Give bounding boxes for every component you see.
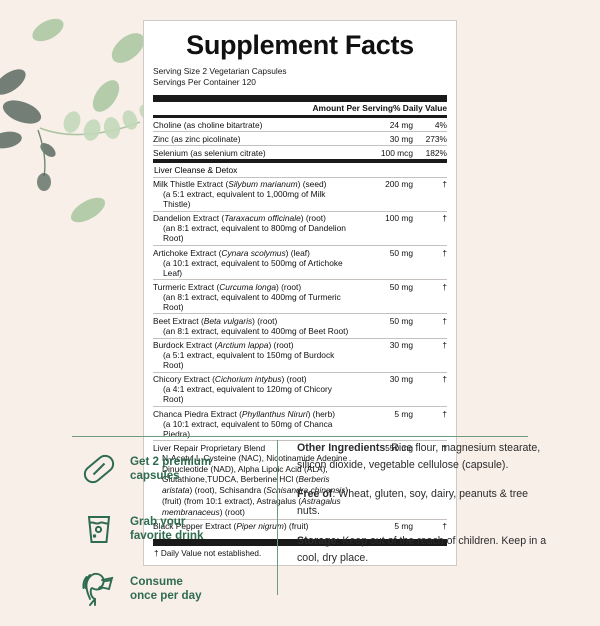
botanical-amount: 5 mg	[351, 405, 413, 441]
botanical-dv: †	[413, 371, 447, 407]
drink-glass-icon	[76, 506, 122, 552]
capsule-icon	[76, 446, 122, 492]
step-label: Grab your favorite drink	[130, 514, 204, 542]
vertical-divider	[277, 440, 278, 595]
blend-amount: 550 mg	[351, 440, 413, 520]
usage-steps: Get 2 premium capsules Grab your favorite …	[76, 446, 271, 626]
other-ingredients-label: Other Ingredients	[297, 442, 386, 454]
nutrient-amount: 100 mcg	[351, 145, 413, 160]
table-row: Chicory Extract (Cichorium intybus) (roo…	[153, 371, 447, 407]
list-item: Grab your favorite drink	[76, 506, 271, 552]
list-item: Consume once per day	[76, 566, 271, 612]
group-heading: Liver Cleanse & Detox	[154, 164, 238, 175]
botanical-name: Chicory Extract (Cichorium intybus) (roo…	[153, 371, 351, 407]
botanical-rows: Milk Thistle Extract (Silybum marianum) …	[153, 176, 447, 534]
botanical-amount: 30 mg	[351, 371, 413, 407]
botanical-name: Burdock Extract (Arctium lappa) (root) (…	[153, 337, 351, 373]
nutrient-rows: Choline (as choline bitartrate) 24 mg 4%…	[153, 118, 447, 160]
storage: Storage: Keep out of the reach of childr…	[297, 533, 547, 567]
botanical-note: (an 8:1 extract, equivalent to 800mg of …	[163, 223, 346, 244]
botanical-name: Dandelion Extract (Taraxacum officinale)…	[153, 210, 351, 246]
table-row: Selenium (as selenium citrate) 100 mcg 1…	[153, 145, 447, 160]
nutrient-dv: 182%	[413, 145, 447, 160]
table-row: Zinc (as zinc picolinate) 30 mg 273%	[153, 131, 447, 146]
botanical-dv: †	[413, 245, 447, 280]
botanical-amount: 50 mg	[351, 313, 413, 339]
column-header-amount: Amount Per Serving	[312, 103, 393, 114]
botanical-name: Milk Thistle Extract (Silybum marianum) …	[153, 176, 351, 212]
table-row: Burdock Extract (Arctium lappa) (root) (…	[153, 337, 447, 373]
botanical-name: Turmeric Extract (Curcuma longa) (root) …	[153, 279, 351, 314]
step-label: Consume once per day	[130, 574, 202, 602]
botanical-name: Beet Extract (Beta vulgaris) (root) (an …	[153, 313, 351, 339]
botanical-dv: †	[413, 518, 447, 534]
table-row: Turmeric Extract (Curcuma longa) (root) …	[153, 279, 447, 314]
medium-rule	[153, 114, 447, 118]
botanical-amount: 5 mg	[351, 518, 413, 534]
nutrient-name: Choline (as choline bitartrate)	[153, 119, 263, 130]
botanical-dv: †	[413, 405, 447, 441]
other-ingredients: Other Ingredients: Rice flour, magnesium…	[297, 440, 547, 474]
nutrient-dv: 273%	[413, 131, 447, 146]
servings-per-container: Servings Per Container 120	[153, 77, 256, 88]
horizontal-divider	[72, 436, 528, 437]
table-row: Dandelion Extract (Taraxacum officinale)…	[153, 210, 447, 246]
botanical-note: (an 8:1 extract, equivalent to 400mg of …	[163, 291, 341, 312]
nutrient-name: Zinc (as zinc picolinate)	[153, 131, 351, 146]
product-info: Other Ingredients: Rice flour, magnesium…	[297, 440, 547, 579]
botanical-name: Chanca Piedra Extract (Phyllanthus Nirur…	[153, 405, 351, 441]
step-label: Get 2 premium capsules	[130, 454, 212, 482]
column-header-dv: % Daily Value	[393, 103, 447, 114]
blend-ingredients: N-Acetyl L-Cysteine (NAC), Nicotinamide …	[162, 452, 349, 517]
storage-label: Storage	[297, 534, 337, 547]
botanical-amount: 200 mg	[351, 176, 413, 212]
botanical-name: Black Pepper Extract (Piper nigrum) (fru…	[153, 518, 351, 534]
blend-dv: †	[413, 440, 447, 520]
page-title: Supplement Facts	[186, 30, 414, 60]
table-row: Chanca Piedra Extract (Phyllanthus Nirur…	[153, 405, 447, 441]
botanical-note: (a 10:1 extract, equivalent to 50mg of C…	[163, 418, 333, 439]
blend-row: Liver Repair Proprietary Blend N-Acetyl …	[153, 440, 447, 520]
botanical-amount: 30 mg	[351, 337, 413, 373]
botanical-note: (an 8:1 extract, equivalent to 400mg of …	[163, 326, 349, 336]
nutrient-dv: 4%	[434, 119, 447, 130]
blend-name: Liver Repair Proprietary Blend N-Acetyl …	[153, 440, 351, 520]
person-drinking-icon	[76, 566, 122, 612]
botanical-amount: 50 mg	[351, 245, 413, 280]
free-of-text: : Wheat, gluten, soy, dairy, peanuts & t…	[297, 488, 529, 518]
table-row: Milk Thistle Extract (Silybum marianum) …	[153, 176, 447, 212]
table-row: Choline (as choline bitartrate) 24 mg 4%	[153, 118, 447, 132]
table-row: Beet Extract (Beta vulgaris) (root) (an …	[153, 313, 447, 339]
botanical-dv: †	[413, 210, 447, 246]
list-item: Get 2 premium capsules	[76, 446, 271, 492]
footnote: † Daily Value not established.	[154, 549, 262, 559]
botanical-note: (a 5:1 extract, equivalent to 1,000mg of…	[163, 189, 326, 210]
other-ingredients-text: : Rice flour, magnesium stearate, silico…	[297, 442, 541, 472]
supplement-facts-panel: Supplement Facts Serving Size 2 Vegetari…	[143, 20, 457, 567]
nutrient-amount: 24 mg	[389, 119, 413, 130]
nutrient-amount: 30 mg	[351, 131, 413, 146]
medium-rule-2	[153, 159, 447, 163]
botanical-dv: †	[413, 313, 447, 339]
botanical-dv: †	[413, 176, 447, 212]
botanical-dv: †	[413, 279, 447, 314]
botanical-note: (a 4:1 extract, equivalent to 120mg of C…	[163, 384, 332, 405]
botanical-name: Artichoke Extract (Cynara scolymus) (lea…	[153, 245, 351, 280]
nutrient-name: Selenium (as selenium citrate)	[153, 145, 351, 160]
botanical-note: (a 5:1 extract, equivalent to 150mg of B…	[163, 350, 335, 371]
thick-rule	[153, 94, 447, 102]
botanical-amount: 100 mg	[351, 210, 413, 246]
serving-size: Serving Size 2 Vegetarian Capsules	[153, 66, 287, 77]
botanical-note: (a 10:1 extract, equivalent to 500mg of …	[163, 257, 343, 278]
table-header-row: Amount Per Serving % Daily Value	[153, 102, 447, 115]
botanical-amount: 50 mg	[351, 279, 413, 314]
nutrition-table: Amount Per Serving % Daily Value	[153, 102, 447, 115]
table-row: Artichoke Extract (Cynara scolymus) (lea…	[153, 245, 447, 280]
thick-rule-bottom	[153, 539, 447, 547]
table-row: Black Pepper Extract (Piper nigrum) (fru…	[153, 518, 447, 534]
free-of-label: Free of	[297, 488, 333, 501]
free-of: Free of: Wheat, gluten, soy, dairy, pean…	[297, 486, 547, 520]
storage-text: : Keep out of the reach of children. Kee…	[297, 534, 547, 564]
botanical-dv: †	[413, 337, 447, 373]
